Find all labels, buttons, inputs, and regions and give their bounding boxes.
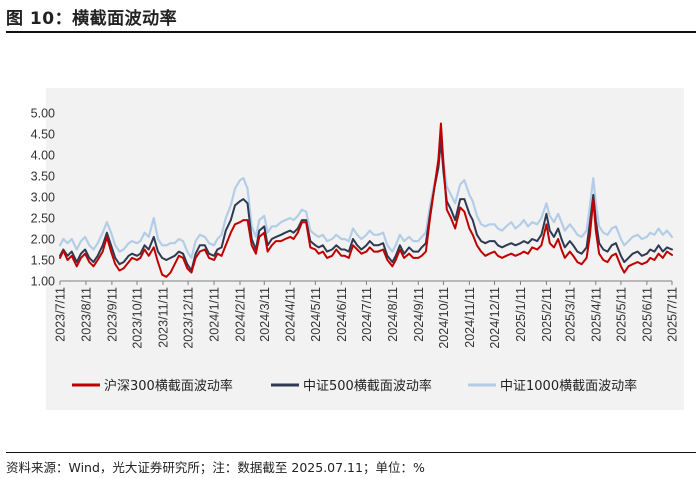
y-tick-label: 3.00 <box>31 191 55 205</box>
x-tick-label: 2025/4/11 <box>589 287 603 342</box>
x-tick-label: 2025/6/11 <box>640 287 654 342</box>
source-rule <box>6 452 696 453</box>
x-tick-label: 2025/3/11 <box>563 287 577 342</box>
series-line-hs300 <box>59 122 673 278</box>
x-tick-label: 2025/5/11 <box>614 287 628 342</box>
y-tick-label: 4.50 <box>31 128 55 142</box>
x-tick-label: 2024/2/11 <box>234 287 248 342</box>
x-tick-label: 2024/4/11 <box>284 287 298 342</box>
x-tick-label: 2025/7/11 <box>666 287 680 342</box>
x-tick-label: 2024/10/11 <box>437 287 451 349</box>
x-axis: 2023/7/11 2023/8/11 2023/9/11 2023/10/11 202… <box>54 280 680 349</box>
title-rule <box>6 31 696 33</box>
series-line-zz1000 <box>58 135 674 259</box>
y-tick-label: 5.00 <box>31 107 55 121</box>
y-axis: 5.00 4.50 4.00 3.50 3.00 2.50 2.00 1.50 1.00 <box>31 107 55 289</box>
y-tick-label: 4.00 <box>31 149 55 163</box>
x-tick-label: 2024/1/11 <box>208 287 222 342</box>
x-tick-label: 2023/11/11 <box>156 287 170 348</box>
figure-title: 图 10：横截面波动率 <box>6 9 178 29</box>
x-tick-label: 2024/11/11 <box>463 287 477 348</box>
y-tick-label: 2.00 <box>31 233 55 247</box>
x-tick-label: 2023/12/11 <box>182 287 196 349</box>
y-tick-label: 2.50 <box>31 212 55 226</box>
y-tick-label: 1.00 <box>31 275 55 289</box>
x-tick-label: 2024/8/11 <box>386 287 400 342</box>
x-tick-label: 2024/6/11 <box>335 287 349 342</box>
legend-label-zz1000: 中证1000横截面波动率 <box>500 378 637 394</box>
x-tick-label: 2025/1/11 <box>514 287 528 342</box>
x-tick-label: 2024/12/11 <box>488 287 502 349</box>
x-tick-label: 2023/10/11 <box>131 287 145 349</box>
x-tick-label: 2024/9/11 <box>412 287 426 342</box>
x-tick-label: 2024/5/11 <box>309 287 323 342</box>
x-tick-label: 2024/3/11 <box>258 287 272 342</box>
legend-label-zz500: 中证500横截面波动率 <box>303 378 432 394</box>
x-tick-label: 2023/9/11 <box>105 287 119 342</box>
x-tick-label: 2024/7/11 <box>360 287 374 342</box>
series-lines <box>58 122 674 278</box>
x-tick-label: 2023/7/11 <box>54 287 68 342</box>
legend-label-hs300: 沪深300横截面波动率 <box>104 378 233 394</box>
x-tick-label: 2025/2/11 <box>540 287 554 342</box>
source-note: 资料来源：Wind，光大证券研究所；注：数据截至 2025.07.11；单位：% <box>6 460 425 475</box>
legend: 沪深300横截面波动率 中证500横截面波动率 中证1000横截面波动率 <box>72 378 637 394</box>
series-line-zz500 <box>59 139 673 272</box>
x-tick-label: 2023/8/11 <box>79 287 93 342</box>
y-tick-label: 1.50 <box>31 254 55 268</box>
y-tick-label: 3.50 <box>31 170 55 184</box>
